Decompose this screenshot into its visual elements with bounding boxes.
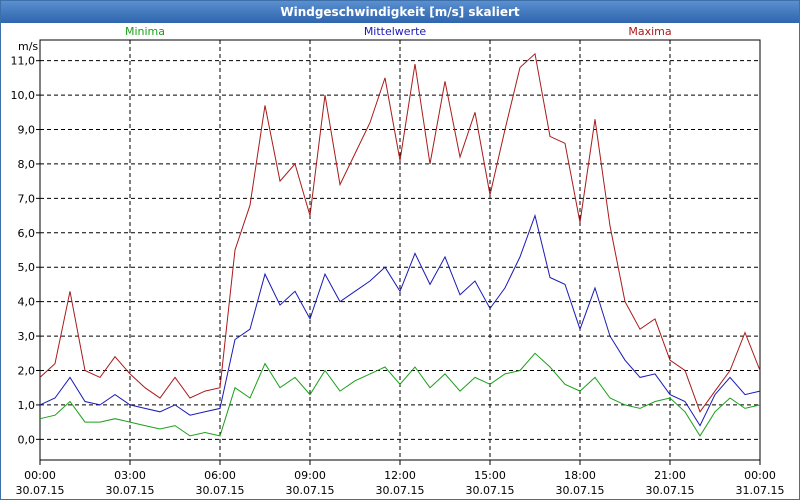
x-tick-date: 30.07.15 [376,484,425,497]
y-tick-label: 8,0 [18,158,36,171]
x-tick-time: 21:00 [654,469,686,482]
y-tick-label: 6,0 [18,227,36,240]
legend-minima: Minima [125,25,165,38]
x-tick-time: 12:00 [384,469,416,482]
x-tick-time: 09:00 [294,469,326,482]
x-tick-time: 15:00 [474,469,506,482]
x-tick-date: 31.07.15 [736,484,785,497]
y-tick-label: 2,0 [18,364,36,377]
x-tick-time: 03:00 [114,469,146,482]
window-title: Windgeschwindigkeit [m/s] skaliert [1,1,799,23]
y-tick-label: 3,0 [18,330,36,343]
x-tick-time: 00:00 [744,469,776,482]
legend-maxima: Maxima [628,25,671,38]
y-tick-label: 11,0 [11,55,36,68]
series-line-minima [39,352,761,437]
y-tick-label: 4,0 [18,296,36,309]
x-tick-date: 30.07.15 [106,484,155,497]
x-tick-time: 00:00 [24,469,56,482]
y-tick-label: 10,0 [11,89,36,102]
series-line-maxima [39,52,761,413]
y-tick-label: 5,0 [18,261,36,274]
y-tick-label: 1,0 [18,399,36,412]
x-tick-date: 30.07.15 [556,484,605,497]
x-tick-date: 30.07.15 [466,484,515,497]
legend-mittelwerte: Mittelwerte [364,25,427,38]
y-tick-label: 0,0 [18,433,36,446]
y-tick-label: 7,0 [18,192,36,205]
y-tick-label: 9,0 [18,124,36,137]
series-line-mittelwerte [39,213,761,427]
x-tick-date: 30.07.15 [286,484,335,497]
x-tick-date: 30.07.15 [16,484,65,497]
y-axis-label: m/s [18,40,38,53]
x-tick-date: 30.07.15 [196,484,245,497]
x-tick-time: 18:00 [564,469,596,482]
x-tick-date: 30.07.15 [646,484,695,497]
x-tick-time: 06:00 [204,469,236,482]
